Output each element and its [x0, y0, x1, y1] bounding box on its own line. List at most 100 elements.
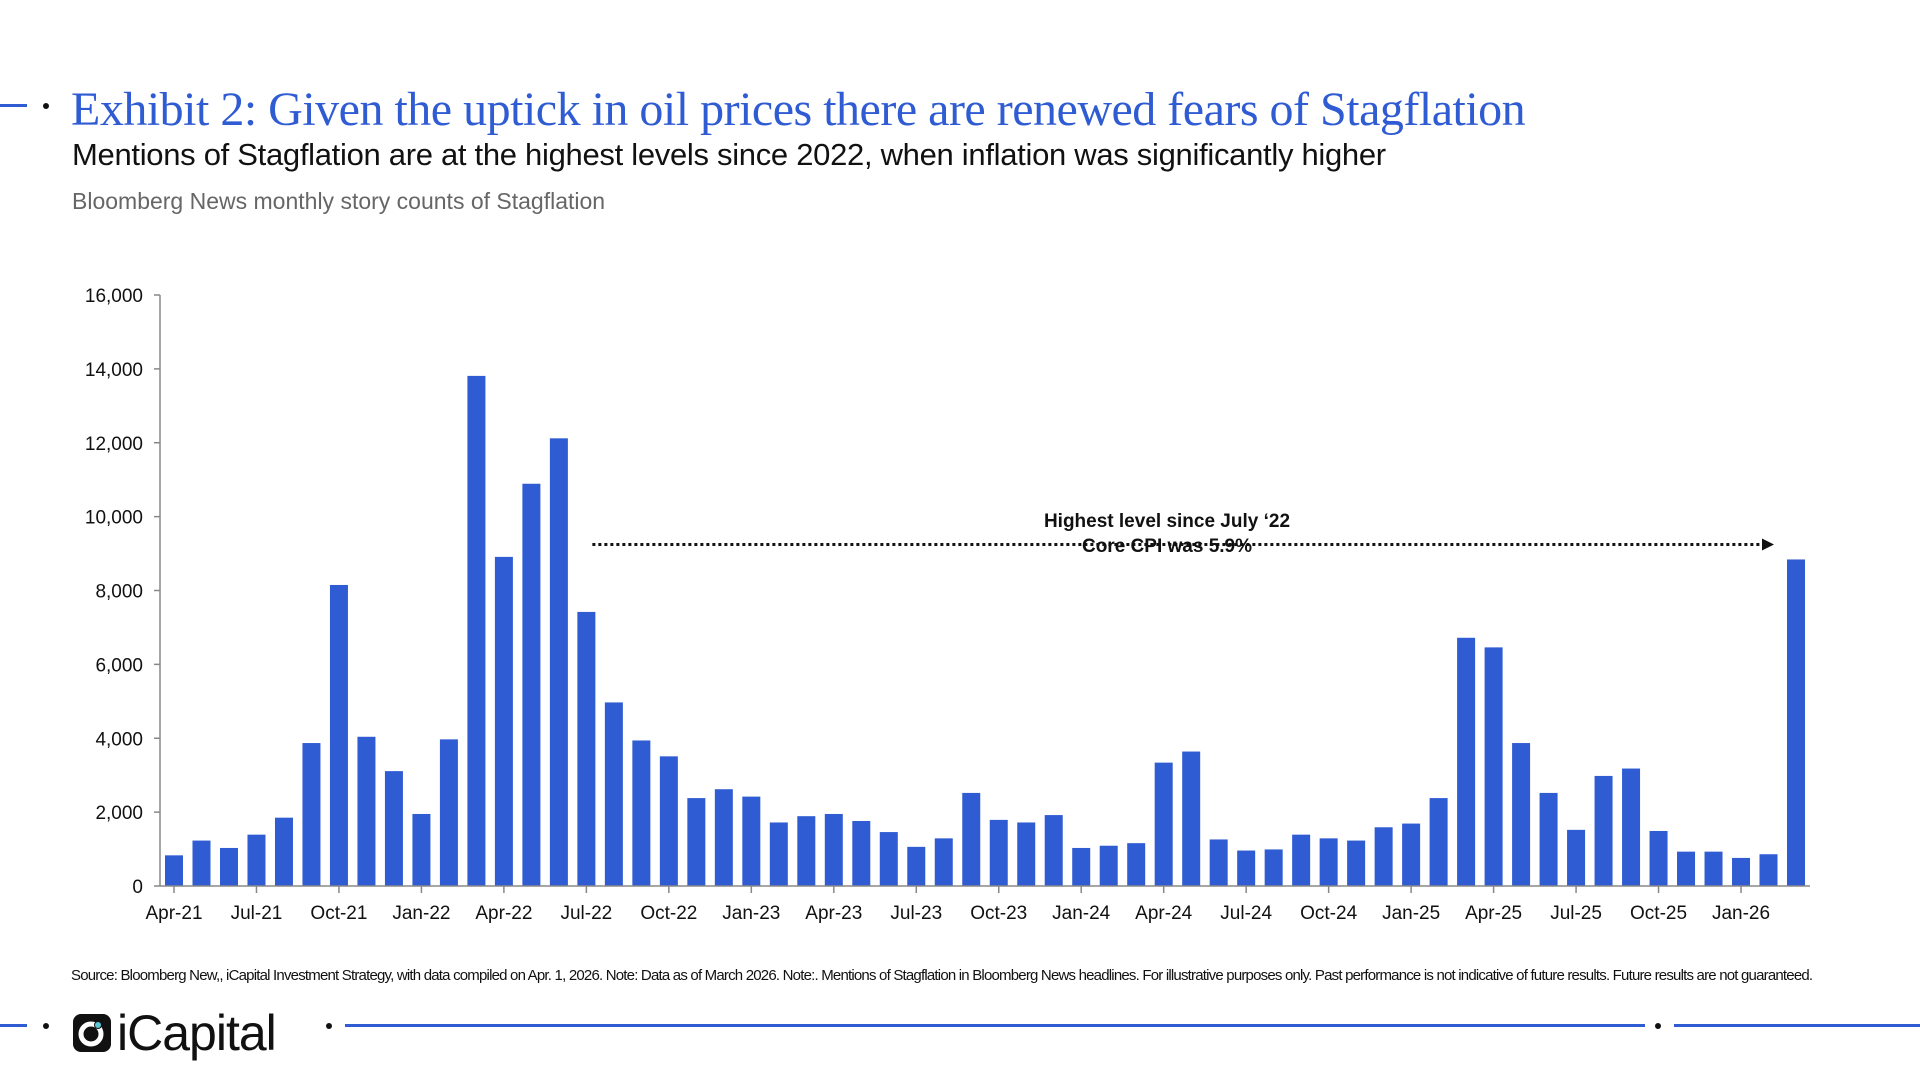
annotation-line-1: Highest level since July ‘22	[1044, 511, 1290, 532]
bar-Mar-22	[467, 375, 486, 886]
bar-Aug-24	[1264, 849, 1283, 886]
chart-description: Bloomberg News monthly story counts of S…	[72, 188, 606, 214]
exhibit-title: Exhibit 2: Given the uptick in oil price…	[71, 83, 1526, 136]
bar-Oct-21	[329, 584, 348, 886]
icapital-logo-icon	[73, 1014, 111, 1052]
bar-Jun-22	[549, 438, 568, 886]
bar-Apr-22	[494, 556, 513, 886]
x-tick-label: Jul-25	[1550, 903, 1602, 924]
y-tick-label: 6,000	[95, 655, 143, 676]
bar-Sep-25	[1622, 768, 1641, 886]
bar-Aug-23	[934, 838, 953, 886]
bar-Sep-21	[302, 743, 321, 886]
x-tick-label: Oct-24	[1300, 903, 1357, 924]
arrow-head-icon	[1762, 538, 1774, 551]
bar-Aug-25	[1594, 775, 1613, 886]
bar-May-23	[852, 820, 871, 886]
bar-Feb-22	[439, 739, 458, 886]
bar-Apr-24	[1154, 762, 1173, 886]
footer-accent-line-right	[1674, 1024, 1920, 1027]
x-tick-label: Oct-25	[1630, 903, 1687, 924]
x-tick-label: Jan-24	[1052, 903, 1111, 924]
bar-Feb-23	[769, 822, 788, 886]
bar-May-24	[1182, 751, 1201, 886]
footer-accent-line-left	[0, 1024, 27, 1027]
bar-Dec-25	[1704, 851, 1723, 886]
y-tick-label: 4,000	[95, 729, 143, 750]
bar-Mar-23	[797, 816, 816, 886]
x-tick-label: Jul-24	[1220, 903, 1272, 924]
bar-Jul-21	[247, 834, 266, 886]
x-axis: Apr-21 Jul-21 Oct-21 Jan-22 Apr-22 Jul-22 Oct-…	[145, 885, 1810, 924]
x-tick-label: Jan-22	[392, 903, 450, 924]
annotation-line-2: Core CPI was 5.9%	[1082, 536, 1252, 557]
bar-Jun-25	[1539, 792, 1558, 886]
bar-May-22	[522, 483, 541, 886]
bar-Sep-22	[632, 740, 651, 886]
bar-Jun-24	[1209, 839, 1228, 886]
bar-Jul-24	[1237, 850, 1256, 886]
bar-May-21	[192, 840, 211, 886]
bar-Oct-22	[659, 756, 678, 886]
bar-Jul-23	[907, 846, 926, 886]
x-tick-label: Oct-22	[640, 903, 697, 924]
x-tick-label: Oct-21	[310, 903, 367, 924]
source-note: Source: Bloomberg New,, iCapital Investm…	[71, 967, 1813, 984]
bar-Dec-21	[384, 771, 403, 886]
bar-Oct-25	[1649, 830, 1668, 886]
bar-Sep-23	[962, 792, 981, 886]
bar-Nov-24	[1347, 840, 1366, 886]
exhibit-subtitle: Mentions of Stagflation are at the highe…	[72, 137, 1386, 172]
x-tick-label: Jan-23	[722, 903, 780, 924]
bar-Jan-23	[742, 796, 761, 886]
bar-Jan-25	[1402, 823, 1421, 886]
header-accent-dot	[43, 103, 49, 109]
x-tick-label: Jul-22	[560, 903, 612, 924]
bar-Oct-24	[1319, 838, 1338, 886]
bar-Jul-25	[1567, 829, 1586, 886]
x-tick-label: Jan-25	[1382, 903, 1440, 924]
bar-Oct-23	[989, 819, 1008, 886]
x-tick-label: Apr-23	[805, 903, 862, 924]
bar-Apr-23	[824, 813, 843, 886]
bar-Jun-21	[219, 847, 238, 886]
annotation: Highest level since July ‘22 Core CPI wa…	[592, 511, 1774, 557]
footer-dot-left	[43, 1023, 49, 1029]
y-tick-label: 10,000	[85, 508, 143, 529]
bar-Dec-23	[1044, 815, 1063, 886]
bar-Nov-22	[687, 798, 706, 886]
bar-Feb-26	[1759, 854, 1778, 886]
footer-dot-right	[1655, 1023, 1661, 1029]
logo-wordmark: iCapital	[117, 1005, 277, 1061]
bar-Sep-24	[1292, 834, 1311, 886]
bar-chart: 0 2,000 4,000 6,000 8,000 10,000 12,000 14,000 1…	[85, 286, 1810, 924]
bar-Jul-22	[577, 611, 596, 886]
bar-Mar-24	[1127, 843, 1146, 886]
bar-Aug-22	[604, 702, 623, 886]
bar-Jan-24	[1072, 847, 1091, 886]
y-tick-label: 0	[132, 877, 143, 898]
bar-May-25	[1512, 743, 1531, 886]
x-tick-label: Oct-23	[970, 903, 1027, 924]
bar-Dec-22	[714, 789, 733, 886]
icapital-logo: iCapital	[73, 1004, 277, 1062]
bar-Aug-21	[274, 817, 293, 886]
bar-Mar-26	[1787, 559, 1805, 886]
bar-Jan-22	[412, 813, 431, 886]
y-tick-label: 14,000	[85, 360, 143, 381]
bars	[165, 375, 1805, 886]
x-tick-label: Apr-24	[1135, 903, 1192, 924]
y-tick-label: 12,000	[85, 434, 143, 455]
y-tick-label: 8,000	[95, 582, 143, 603]
y-tick-label: 2,000	[95, 803, 143, 824]
y-axis: 0 2,000 4,000 6,000 8,000 10,000 12,000 14,000 1…	[85, 286, 161, 898]
x-tick-label: Apr-22	[475, 903, 532, 924]
bar-Dec-24	[1374, 827, 1393, 886]
bar-Jan-26	[1732, 857, 1751, 886]
bar-Apr-25	[1484, 647, 1503, 886]
bar-Nov-23	[1017, 822, 1036, 886]
bar-Jun-23	[879, 832, 898, 886]
x-tick-label: Jan-26	[1712, 903, 1770, 924]
bar-Feb-25	[1429, 798, 1448, 886]
x-tick-label: Apr-21	[145, 903, 202, 924]
